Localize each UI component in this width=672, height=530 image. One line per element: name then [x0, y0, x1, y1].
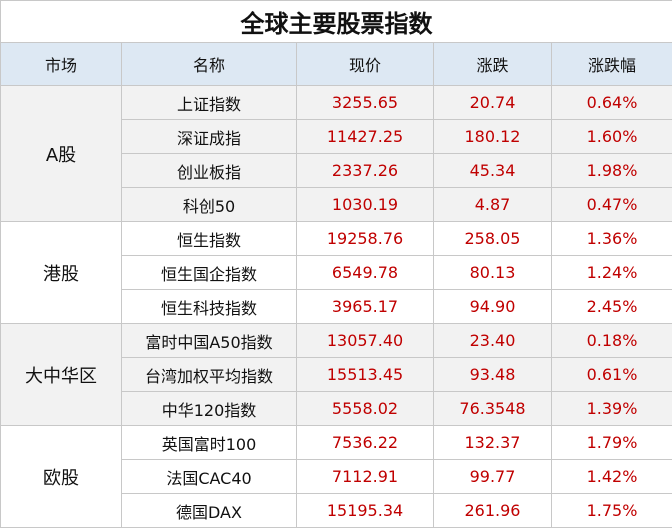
table-row: 科创50 1030.19 4.87 0.47% — [1, 187, 672, 222]
index-name: 科创50 — [121, 187, 297, 222]
change-pct: 1.60% — [550, 119, 672, 154]
market: 欧股 — [0, 425, 122, 528]
index-name: 中华120指数 — [121, 391, 297, 426]
change-pct: 2.45% — [550, 289, 672, 324]
column-header: 涨跌幅 — [550, 42, 672, 86]
price: 15513.45 — [296, 357, 434, 392]
change: 76.3548 — [433, 391, 552, 426]
change: 258.05 — [433, 221, 552, 256]
index-name: 德国DAX — [121, 493, 297, 528]
change-pct: 1.36% — [550, 221, 672, 256]
change: 20.74 — [433, 85, 552, 120]
change-pct: 0.64% — [550, 85, 672, 120]
price: 1030.19 — [296, 187, 434, 222]
index-name: 上证指数 — [121, 85, 297, 120]
change: 180.12 — [433, 119, 552, 154]
price: 19258.76 — [296, 221, 434, 256]
table-row: 欧股 英国富时100 7536.22 132.37 1.79% — [0, 425, 672, 528]
market: A股 — [0, 85, 122, 222]
change-pct: 1.75% — [550, 493, 672, 528]
change-pct: 0.47% — [550, 187, 672, 222]
change: 94.90 — [433, 289, 552, 324]
index-name: 深证成指 — [121, 119, 297, 154]
price: 15195.34 — [296, 493, 434, 528]
price: 7112.91 — [296, 459, 434, 494]
change: 132.37 — [433, 425, 552, 460]
market: 大中华区 — [0, 323, 122, 426]
table-title: 全球主要股票指数 — [0, 0, 672, 43]
change: 80.13 — [433, 255, 552, 290]
change-pct: 1.79% — [550, 425, 672, 460]
table-row: 大中华区 富时中国A50指数 13057.40 23.40 0.18% — [0, 323, 672, 426]
market: 港股 — [0, 221, 122, 324]
change-pct: 1.98% — [550, 153, 672, 188]
table-row: 中华120指数 5558.02 76.3548 1.39% — [1, 391, 672, 426]
index-name: 法国CAC40 — [121, 459, 297, 494]
change-pct: 1.39% — [550, 391, 672, 426]
header-row: 市场 名称 现价 涨跌 涨跌幅 — [0, 42, 672, 86]
change: 93.48 — [433, 357, 552, 392]
index-name: 恒生国企指数 — [121, 255, 297, 290]
change-pct: 1.42% — [550, 459, 672, 494]
index-name: 恒生科技指数 — [121, 289, 297, 324]
change: 99.77 — [433, 459, 552, 494]
column-header: 现价 — [296, 42, 434, 86]
table-row: 德国DAX 15195.34 261.96 1.75% — [1, 493, 672, 528]
column-header: 名称 — [121, 42, 297, 86]
table-row: 法国CAC40 7112.91 99.77 1.42% — [1, 459, 672, 494]
change: 261.96 — [433, 493, 552, 528]
change-pct: 0.18% — [550, 323, 672, 358]
price: 5558.02 — [296, 391, 434, 426]
price: 3255.65 — [296, 85, 434, 120]
column-header: 市场 — [0, 42, 122, 86]
index-name: 台湾加权平均指数 — [121, 357, 297, 392]
index-name: 创业板指 — [121, 153, 297, 188]
price: 6549.78 — [296, 255, 434, 290]
table-row: 港股 恒生指数 19258.76 258.05 1.36% — [0, 221, 672, 324]
change-pct: 1.24% — [550, 255, 672, 290]
price: 11427.25 — [296, 119, 434, 154]
index-name: 富时中国A50指数 — [121, 323, 297, 358]
table-row: 恒生国企指数 6549.78 80.13 1.24% — [1, 255, 672, 290]
table-row: 台湾加权平均指数 15513.45 93.48 0.61% — [1, 357, 672, 392]
price: 13057.40 — [296, 323, 434, 358]
price: 3965.17 — [296, 289, 434, 324]
column-header: 涨跌 — [433, 42, 552, 86]
index-name: 英国富时100 — [121, 425, 297, 460]
table-row: 深证成指 11427.25 180.12 1.60% — [1, 119, 672, 154]
change-pct: 0.61% — [550, 357, 672, 392]
change: 23.40 — [433, 323, 552, 358]
price: 2337.26 — [296, 153, 434, 188]
table-row: A股 上证指数 3255.65 20.74 0.64% — [0, 85, 672, 222]
index-name: 恒生指数 — [121, 221, 297, 256]
change: 4.87 — [433, 187, 552, 222]
table-row: 创业板指 2337.26 45.34 1.98% — [1, 153, 672, 188]
change: 45.34 — [433, 153, 552, 188]
price: 7536.22 — [296, 425, 434, 460]
